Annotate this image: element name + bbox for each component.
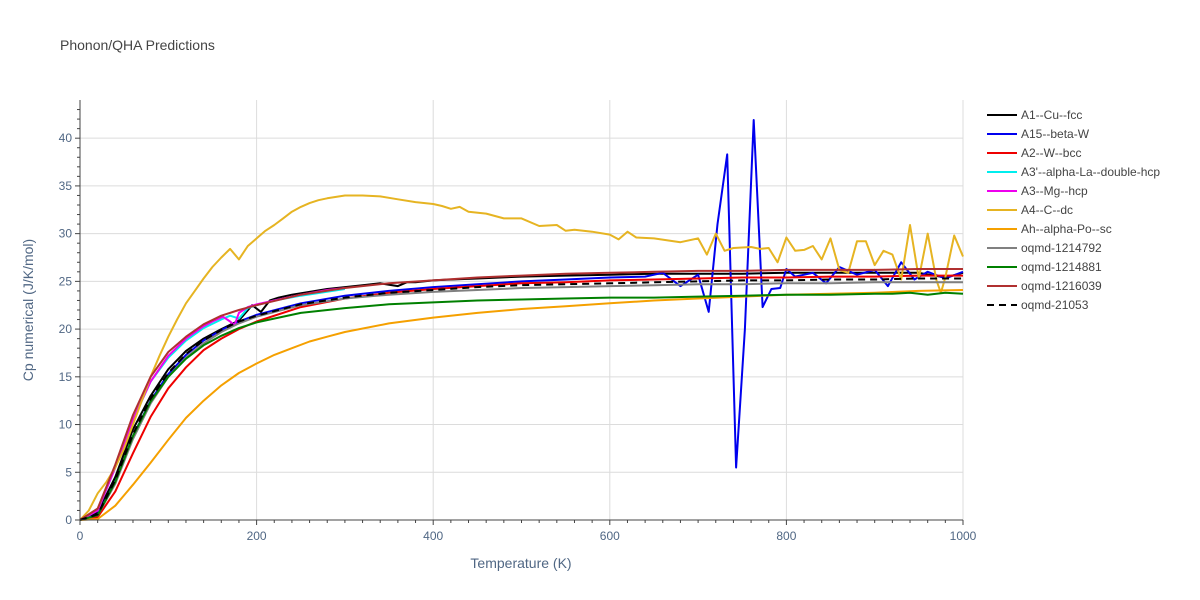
y-tick-label: 30 xyxy=(59,227,73,241)
series-line-7 xyxy=(79,281,963,521)
x-tick-label: 600 xyxy=(600,529,620,543)
y-tick-label: 40 xyxy=(59,131,73,145)
legend-label: A1--Cu--fcc xyxy=(1021,108,1082,122)
series-line-5 xyxy=(79,194,964,521)
legend-label: oqmd-1216039 xyxy=(1021,279,1102,293)
y-tick-label: 15 xyxy=(59,370,73,384)
x-tick-label: 400 xyxy=(423,529,443,543)
x-axis-title: Temperature (K) xyxy=(470,555,571,571)
x-tick-label: 1000 xyxy=(950,529,977,543)
legend-label: A4--C--dc xyxy=(1021,203,1073,217)
legend-label: A3--Mg--hcp xyxy=(1021,184,1088,198)
legend-label: A2--W--bcc xyxy=(1021,146,1081,160)
series-line-2 xyxy=(79,274,963,521)
series-line-9 xyxy=(79,268,963,521)
series-line-8 xyxy=(79,291,964,521)
y-tick-label: 5 xyxy=(65,465,72,479)
y-tick-label: 0 xyxy=(65,513,72,527)
series-line-3 xyxy=(79,288,346,521)
y-axis-title: Cp numerical (J/K/mol) xyxy=(20,239,36,381)
y-tick-label: 35 xyxy=(59,179,73,193)
y-tick-label: 10 xyxy=(59,418,73,432)
x-tick-label: 800 xyxy=(776,529,796,543)
legend-label: A15--beta-W xyxy=(1021,127,1090,141)
series-line-10 xyxy=(79,277,963,521)
legend-label: oqmd-21053 xyxy=(1021,298,1089,312)
chart-title: Phonon/QHA Predictions xyxy=(60,37,215,53)
plot-series xyxy=(79,119,964,521)
x-axis-ticks: 0 200 400 600 800 1000 xyxy=(77,520,977,543)
legend-label: oqmd-1214792 xyxy=(1021,241,1102,255)
y-tick-label: 20 xyxy=(59,322,73,336)
legend-label: oqmd-1214881 xyxy=(1021,260,1102,274)
y-axis-ticks: 0 5 10 15 20 25 30 35 40 xyxy=(59,109,80,527)
y-tick-label: 25 xyxy=(59,274,73,288)
legend-label: Ah--alpha-Po--sc xyxy=(1021,222,1112,236)
x-tick-label: 0 xyxy=(77,529,84,543)
legend-label: A3'--alpha-La--double-hcp xyxy=(1021,165,1160,179)
x-tick-label: 200 xyxy=(247,529,267,543)
legend: A1--Cu--fcc A15--beta-W A2--W--bcc A3'--alp… xyxy=(987,108,1160,312)
